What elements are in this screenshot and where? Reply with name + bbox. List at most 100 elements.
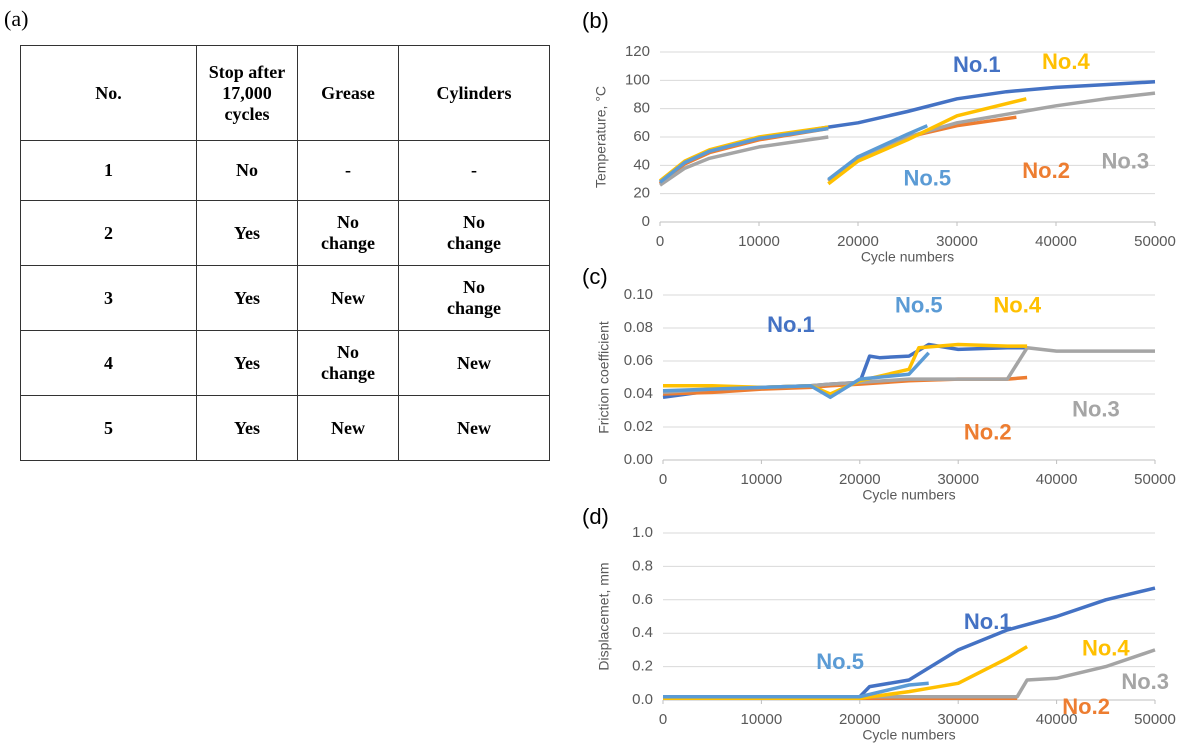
series-label: No.1 (964, 609, 1012, 634)
x-tick-label: 0 (659, 471, 667, 488)
table-row: 4 Yes No change New (20, 330, 550, 396)
table-cell: No change (398, 200, 550, 266)
x-tick-label: 40000 (1035, 233, 1077, 250)
table-cell: New (398, 330, 550, 396)
series-line (662, 351, 930, 400)
header-cell: Grease (297, 45, 399, 141)
cell-text: New (457, 417, 491, 438)
header-cell: Cylinders (398, 45, 550, 141)
series-label: No.1 (953, 52, 1001, 77)
series-label: No.1 (767, 312, 815, 337)
panel-label: (c) (582, 264, 608, 289)
table-cell: Yes (196, 265, 298, 331)
x-axis-label: Cycle numbers (862, 727, 955, 743)
table-cell: 5 (20, 395, 197, 461)
series-label: No.4 (1082, 636, 1130, 661)
y-tick-label: 0.6 (632, 591, 653, 608)
y-tick-label: 0.0 (632, 691, 653, 708)
series-label: No.3 (1121, 669, 1169, 694)
series-label: No.2 (964, 419, 1012, 444)
table-cell: 3 (20, 265, 197, 331)
table-cell: Yes (196, 330, 298, 396)
cell-text: 5 (104, 417, 113, 438)
header-text: Stop after 17,000 cycles (208, 61, 286, 124)
table-row: 1 No - - (20, 140, 550, 201)
x-tick-label: 40000 (1036, 471, 1078, 488)
table-cell: - (297, 140, 399, 201)
y-tick-label: 40 (633, 156, 650, 173)
cell-text: Yes (234, 417, 260, 438)
series-label: No.4 (1042, 49, 1090, 74)
cell-text: New (331, 417, 365, 438)
x-tick-label: 40000 (1036, 711, 1078, 728)
y-tick-label: 120 (625, 43, 650, 60)
cell-text: New (331, 287, 365, 308)
x-tick-label: 10000 (741, 711, 783, 728)
table-cell: No (196, 140, 298, 201)
y-tick-label: 0.04 (624, 385, 653, 402)
table-cell: 1 (20, 140, 197, 201)
x-tick-label: 10000 (741, 471, 783, 488)
y-tick-label: 0.10 (624, 286, 653, 303)
cell-text: No change (447, 212, 501, 253)
y-tick-label: 0.08 (624, 319, 653, 336)
y-tick-label: 60 (633, 128, 650, 145)
cell-text: New (457, 352, 491, 373)
y-tick-label: 1.0 (632, 524, 653, 541)
cell-text: No change (321, 212, 375, 253)
y-axis-label: Temperature, °C (593, 86, 609, 188)
series-label: No.3 (1101, 148, 1149, 173)
table: No. Stop after 17,000 cycles Grease Cyli… (20, 45, 550, 461)
y-tick-label: 0.00 (624, 451, 653, 468)
series-label: No.2 (1062, 694, 1110, 719)
x-tick-label: 0 (656, 233, 664, 250)
y-tick-label: 0.06 (624, 352, 653, 369)
header-cell: Stop after 17,000 cycles (196, 45, 298, 141)
y-tick-label: 0.4 (632, 624, 653, 641)
series-label: No.4 (993, 292, 1041, 317)
table-header: No. Stop after 17,000 cycles Grease Cyli… (20, 45, 550, 141)
y-axis-label: Friction coefficient (596, 321, 612, 434)
y-tick-label: 0.8 (632, 557, 653, 574)
x-tick-label: 30000 (936, 233, 978, 250)
series-line (658, 97, 1027, 186)
header-cell: No. (20, 45, 197, 141)
table-row: 2 Yes No change No change (20, 200, 550, 266)
series-line (663, 681, 929, 699)
cell-text: 3 (104, 287, 113, 308)
x-tick-label: 50000 (1134, 471, 1176, 488)
cell-text: - (471, 160, 477, 180)
cell-text: No change (447, 277, 501, 318)
x-tick-label: 50000 (1134, 233, 1176, 250)
x-tick-label: 20000 (839, 471, 881, 488)
y-tick-label: 80 (633, 100, 650, 117)
y-tick-label: 0 (642, 213, 650, 230)
series-label: No.3 (1072, 396, 1120, 421)
table-cell: New (297, 395, 399, 461)
table-cell: New (398, 395, 550, 461)
series-line (658, 124, 928, 184)
x-tick-label: 30000 (937, 471, 979, 488)
cell-text: 1 (104, 160, 113, 180)
cell-text: Yes (234, 352, 260, 373)
series-label: No.2 (1022, 158, 1070, 183)
x-tick-label: 50000 (1134, 711, 1176, 728)
x-tick-label: 10000 (738, 233, 780, 250)
x-tick-label: 20000 (837, 233, 879, 250)
cell-text: - (345, 160, 351, 180)
y-axis-label: Displacemet, mm (596, 562, 612, 670)
cell-text: Yes (234, 222, 260, 243)
x-axis-label: Cycle numbers (861, 249, 954, 265)
panel-label: (a) (4, 6, 29, 31)
series-label: No.5 (816, 649, 864, 674)
cell-text: 2 (104, 222, 113, 243)
table-cell: Yes (196, 200, 298, 266)
x-axis-label: Cycle numbers (862, 487, 955, 503)
table-cell: 2 (20, 200, 197, 266)
table-cell: No change (297, 330, 399, 396)
table-cell: - (398, 140, 550, 201)
panel-label: (d) (582, 504, 609, 529)
series-label: No.5 (895, 292, 943, 317)
table-cell: No change (297, 200, 399, 266)
